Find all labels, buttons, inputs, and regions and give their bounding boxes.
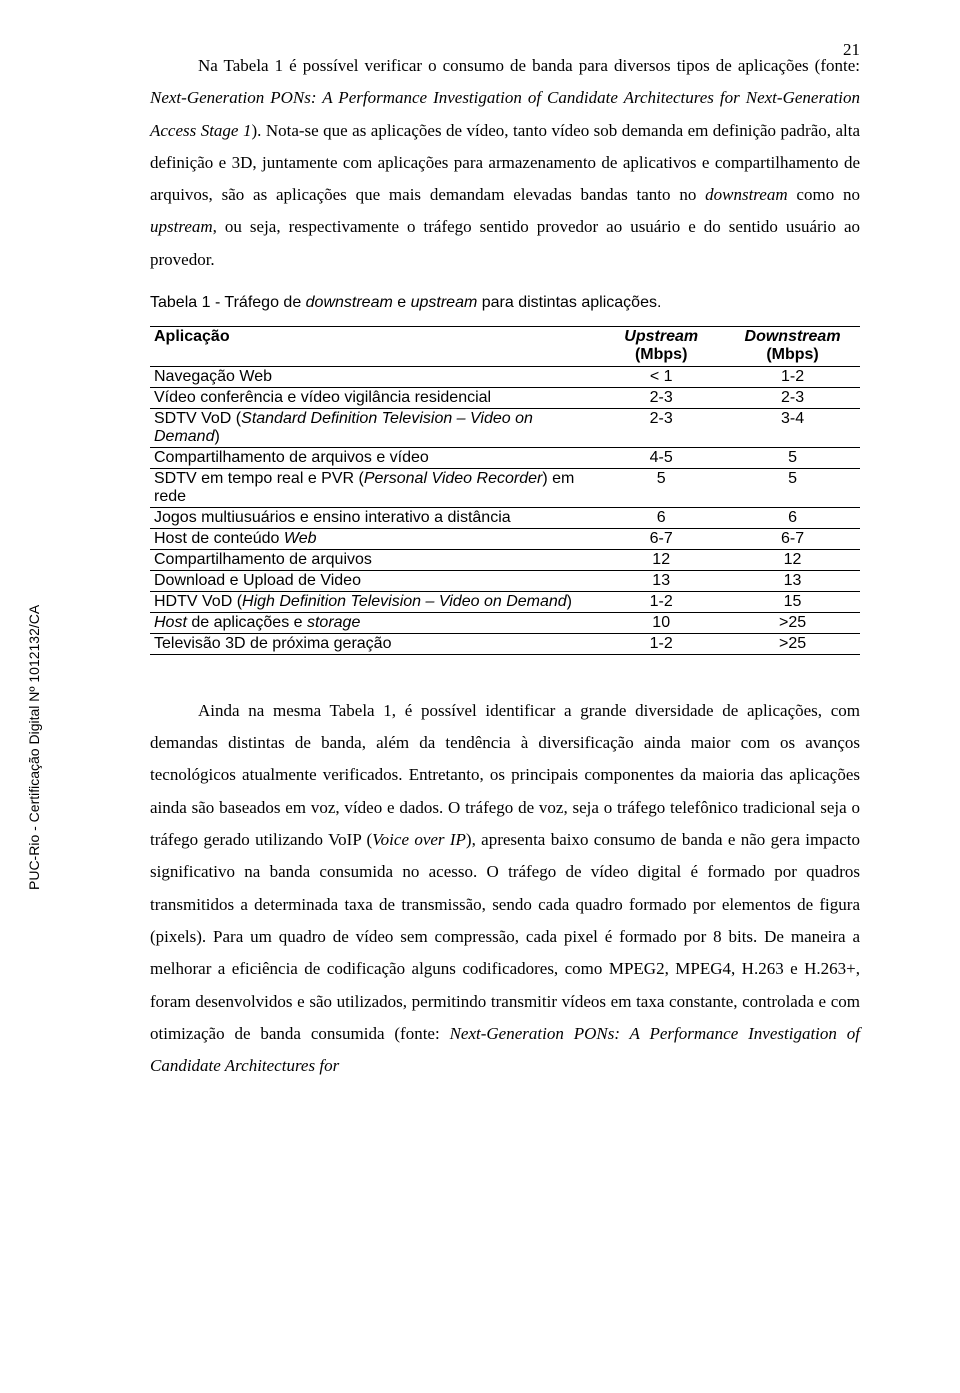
text: Televisão 3D de próxima geração (154, 635, 391, 652)
header-application: Aplicação (150, 327, 597, 367)
cell-upstream: 5 (597, 468, 725, 507)
cell-upstream: 10 (597, 612, 725, 633)
cell-application: Compartilhamento de arquivos (150, 549, 597, 570)
cell-application: SDTV VoD (Standard Definition Television… (150, 408, 597, 447)
table-row: Host de conteúdo Web6-76-7 (150, 528, 860, 549)
text-italic: downstream (306, 294, 393, 311)
text: Compartilhamento de arquivos (154, 551, 372, 568)
cell-application: Download e Upload de Video (150, 570, 597, 591)
text-italic: upstream (411, 294, 478, 311)
side-certification-label: PUC-Rio - Certificação Digital Nº 101213… (26, 605, 42, 890)
text: Host de conteúdo (154, 530, 284, 547)
text: Download e Upload de Video (154, 572, 361, 589)
text: ) (214, 428, 219, 445)
text: Jogos multiusuários e ensino interativo … (154, 509, 511, 526)
cell-upstream: < 1 (597, 366, 725, 387)
page-content: Na Tabela 1 é possível verificar o consu… (0, 0, 960, 1140)
cell-downstream: 13 (725, 570, 860, 591)
cell-upstream: 1-2 (597, 633, 725, 654)
text: de aplicações e (187, 614, 307, 631)
text: ) (567, 593, 572, 610)
table-caption: Tabela 1 - Tráfego de downstream e upstr… (150, 294, 860, 312)
cell-application: Televisão 3D de próxima geração (150, 633, 597, 654)
cell-application: Vídeo conferência e vídeo vigilância res… (150, 387, 597, 408)
text-italic: High Definition Television – Video on De… (242, 593, 567, 610)
table-row: Navegação Web < 11-2 (150, 366, 860, 387)
text-italic: downstream (705, 185, 788, 204)
traffic-table: Aplicação Upstream (Mbps) Downstream (Mb… (150, 326, 860, 655)
text: Ainda na mesma Tabela 1, é possível iden… (150, 701, 860, 849)
text-italic: Downstream (745, 328, 841, 345)
text-italic: upstream (150, 217, 213, 236)
text: e (393, 294, 411, 311)
text: SDTV em tempo real e PVR ( (154, 470, 364, 487)
cell-application: HDTV VoD (High Definition Television – V… (150, 591, 597, 612)
cell-upstream: 2-3 (597, 387, 725, 408)
text: como no (788, 185, 860, 204)
cell-upstream: 6-7 (597, 528, 725, 549)
cell-downstream: 5 (725, 468, 860, 507)
header-upstream: Upstream (Mbps) (597, 327, 725, 367)
cell-application: Jogos multiusuários e ensino interativo … (150, 507, 597, 528)
cell-downstream: 2-3 (725, 387, 860, 408)
paragraph-1: Na Tabela 1 é possível verificar o consu… (150, 50, 860, 276)
paragraph-2: Ainda na mesma Tabela 1, é possível iden… (150, 695, 860, 1083)
text: (Mbps) (635, 346, 687, 363)
cell-upstream: 13 (597, 570, 725, 591)
table-row: HDTV VoD (High Definition Television – V… (150, 591, 860, 612)
cell-downstream: 6 (725, 507, 860, 528)
text: , ou seja, respectivamente o tráfego sen… (150, 217, 860, 268)
cell-downstream: 5 (725, 447, 860, 468)
text: SDTV VoD ( (154, 410, 241, 427)
text: (Mbps) (766, 346, 818, 363)
table-row: Vídeo conferência e vídeo vigilância res… (150, 387, 860, 408)
cell-upstream: 1-2 (597, 591, 725, 612)
text: Tabela 1 - Tráfego de (150, 294, 306, 311)
text-italic: storage (307, 614, 360, 631)
table-row: Compartilhamento de arquivos e vídeo 4-55 (150, 447, 860, 468)
text-italic: Personal Video Recorder (364, 470, 542, 487)
cell-downstream: 1-2 (725, 366, 860, 387)
cell-upstream: 12 (597, 549, 725, 570)
table-row: SDTV VoD (Standard Definition Television… (150, 408, 860, 447)
table-header-row: Aplicação Upstream (Mbps) Downstream (Mb… (150, 327, 860, 367)
table-row: SDTV em tempo real e PVR (Personal Video… (150, 468, 860, 507)
cell-upstream: 4-5 (597, 447, 725, 468)
text: Navegação Web (154, 368, 272, 385)
cell-downstream: 3-4 (725, 408, 860, 447)
text: Vídeo conferência e vídeo vigilância res… (154, 389, 491, 406)
text: Na Tabela 1 é possível verificar o consu… (198, 56, 860, 75)
table-row: Download e Upload de Video 1313 (150, 570, 860, 591)
text: para distintas aplicações. (477, 294, 661, 311)
table-row: Compartilhamento de arquivos 1212 (150, 549, 860, 570)
cell-upstream: 2-3 (597, 408, 725, 447)
cell-application: Host de aplicações e storage (150, 612, 597, 633)
cell-application: Compartilhamento de arquivos e vídeo (150, 447, 597, 468)
cell-downstream: 6-7 (725, 528, 860, 549)
cell-downstream: 15 (725, 591, 860, 612)
cell-application: SDTV em tempo real e PVR (Personal Video… (150, 468, 597, 507)
cell-application: Navegação Web (150, 366, 597, 387)
cell-downstream: >25 (725, 612, 860, 633)
text: Compartilhamento de arquivos e vídeo (154, 449, 429, 466)
table-row: Host de aplicações e storage10>25 (150, 612, 860, 633)
table-row: Jogos multiusuários e ensino interativo … (150, 507, 860, 528)
table-row: Televisão 3D de próxima geração 1-2>25 (150, 633, 860, 654)
cell-application: Host de conteúdo Web (150, 528, 597, 549)
text-italic: Host (154, 614, 187, 631)
text-italic: Voice over IP (372, 830, 466, 849)
cell-downstream: >25 (725, 633, 860, 654)
text: HDTV VoD ( (154, 593, 242, 610)
cell-upstream: 6 (597, 507, 725, 528)
header-downstream: Downstream (Mbps) (725, 327, 860, 367)
text: ), apresenta baixo consumo de banda e nã… (150, 830, 860, 1043)
text-italic: Upstream (624, 328, 698, 345)
text-italic: Web (284, 530, 317, 547)
page-number: 21 (843, 40, 860, 60)
cell-downstream: 12 (725, 549, 860, 570)
